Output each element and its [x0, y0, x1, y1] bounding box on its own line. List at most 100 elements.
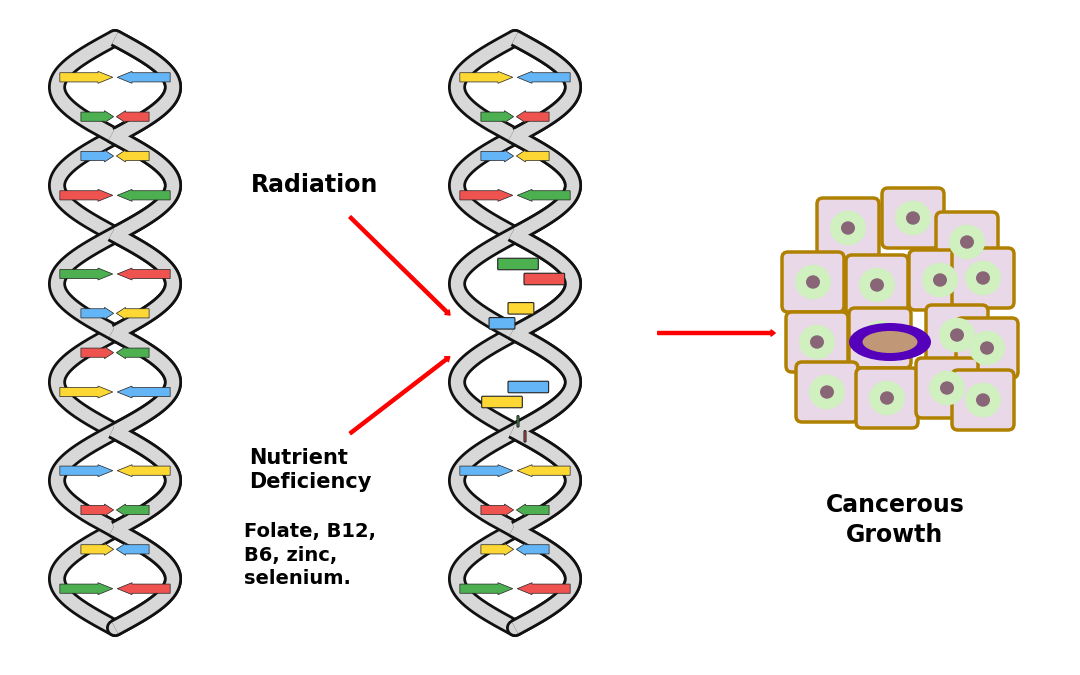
FancyBboxPatch shape — [782, 252, 843, 312]
FancyBboxPatch shape — [882, 188, 944, 248]
Ellipse shape — [849, 323, 931, 361]
Ellipse shape — [869, 381, 905, 415]
Ellipse shape — [976, 394, 990, 407]
Ellipse shape — [960, 236, 974, 248]
Ellipse shape — [806, 275, 820, 289]
Ellipse shape — [799, 325, 835, 359]
FancyArrow shape — [59, 386, 112, 398]
FancyBboxPatch shape — [846, 255, 908, 315]
FancyArrow shape — [516, 150, 549, 162]
FancyArrow shape — [481, 111, 514, 123]
Ellipse shape — [820, 385, 834, 399]
Ellipse shape — [863, 331, 918, 353]
FancyBboxPatch shape — [517, 416, 519, 427]
Text: Cancerous
Growth: Cancerous Growth — [825, 493, 964, 547]
FancyBboxPatch shape — [816, 198, 879, 258]
FancyArrow shape — [117, 504, 149, 516]
Ellipse shape — [940, 381, 954, 395]
FancyArrow shape — [59, 72, 112, 83]
Ellipse shape — [966, 383, 1001, 417]
FancyBboxPatch shape — [508, 381, 549, 393]
FancyBboxPatch shape — [856, 368, 918, 428]
FancyArrow shape — [117, 307, 149, 319]
FancyArrow shape — [516, 543, 549, 556]
FancyArrow shape — [117, 150, 149, 162]
Ellipse shape — [859, 328, 921, 356]
FancyBboxPatch shape — [508, 302, 534, 314]
Ellipse shape — [859, 268, 895, 302]
FancyArrow shape — [59, 190, 112, 201]
Ellipse shape — [873, 331, 887, 345]
FancyArrow shape — [460, 190, 513, 201]
FancyArrow shape — [118, 190, 171, 201]
FancyArrow shape — [460, 583, 513, 595]
Ellipse shape — [895, 200, 931, 236]
Ellipse shape — [841, 221, 855, 235]
FancyArrow shape — [481, 150, 514, 162]
Ellipse shape — [933, 273, 947, 287]
FancyArrow shape — [517, 583, 570, 595]
FancyArrow shape — [516, 504, 549, 516]
FancyBboxPatch shape — [796, 362, 858, 422]
Ellipse shape — [906, 211, 920, 225]
FancyArrow shape — [81, 504, 113, 516]
FancyBboxPatch shape — [936, 212, 998, 272]
Ellipse shape — [950, 328, 964, 342]
Ellipse shape — [880, 392, 894, 405]
FancyArrow shape — [117, 543, 149, 556]
FancyArrow shape — [460, 464, 513, 477]
FancyArrow shape — [59, 583, 112, 595]
FancyArrow shape — [81, 150, 113, 162]
FancyBboxPatch shape — [849, 308, 912, 368]
Ellipse shape — [810, 335, 824, 349]
FancyArrow shape — [118, 386, 171, 398]
FancyArrow shape — [81, 307, 113, 319]
Ellipse shape — [980, 342, 994, 355]
FancyBboxPatch shape — [951, 248, 1014, 308]
FancyArrow shape — [117, 111, 149, 123]
FancyArrow shape — [117, 347, 149, 358]
Ellipse shape — [966, 261, 1001, 295]
FancyBboxPatch shape — [786, 312, 848, 372]
Ellipse shape — [862, 321, 897, 355]
FancyArrow shape — [481, 543, 514, 556]
FancyArrow shape — [118, 464, 171, 477]
Text: Nutrient
Deficiency: Nutrient Deficiency — [248, 448, 372, 492]
FancyBboxPatch shape — [951, 370, 1014, 430]
Ellipse shape — [929, 371, 966, 405]
FancyArrow shape — [81, 111, 113, 123]
FancyBboxPatch shape — [524, 273, 565, 285]
FancyBboxPatch shape — [524, 431, 526, 442]
Ellipse shape — [870, 278, 885, 292]
FancyBboxPatch shape — [482, 396, 523, 408]
Ellipse shape — [969, 331, 1005, 365]
FancyBboxPatch shape — [916, 358, 978, 418]
FancyArrow shape — [118, 72, 171, 83]
Text: Radiation: Radiation — [252, 173, 379, 197]
Ellipse shape — [949, 225, 985, 259]
Ellipse shape — [976, 271, 990, 285]
FancyArrow shape — [481, 504, 514, 516]
Ellipse shape — [795, 265, 831, 299]
FancyBboxPatch shape — [498, 259, 538, 270]
FancyArrow shape — [517, 190, 570, 201]
Ellipse shape — [831, 211, 866, 245]
FancyArrow shape — [517, 72, 570, 83]
FancyBboxPatch shape — [956, 318, 1018, 378]
FancyBboxPatch shape — [909, 250, 971, 310]
FancyArrow shape — [460, 72, 513, 83]
Ellipse shape — [809, 375, 845, 409]
FancyBboxPatch shape — [489, 317, 515, 329]
FancyArrow shape — [118, 583, 171, 595]
Text: Folate, B12,
B6, zinc,
selenium.: Folate, B12, B6, zinc, selenium. — [244, 522, 376, 588]
FancyArrow shape — [59, 464, 112, 477]
FancyArrow shape — [118, 268, 171, 280]
Ellipse shape — [939, 318, 975, 352]
FancyArrow shape — [516, 111, 549, 123]
FancyArrow shape — [81, 543, 113, 556]
Ellipse shape — [922, 263, 958, 297]
FancyBboxPatch shape — [926, 305, 988, 365]
FancyArrow shape — [517, 464, 570, 477]
FancyArrow shape — [59, 268, 112, 280]
FancyArrow shape — [81, 347, 113, 358]
